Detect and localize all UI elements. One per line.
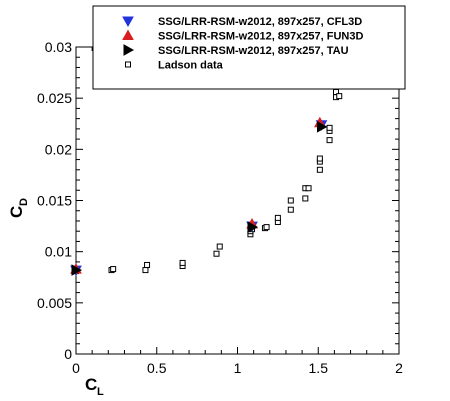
legend-label: SSG/LRR-RSM-w2012, 897x257, FUN3D	[158, 31, 363, 43]
points-layer	[70, 89, 343, 277]
y-tick-label: 0.01	[45, 244, 72, 260]
legend-marker	[125, 61, 131, 68]
data-point	[263, 224, 270, 231]
y-tick-label: 0	[64, 346, 72, 362]
data-point	[110, 266, 117, 273]
legend-label: SSG/LRR-RSM-w2012, 897x257, CFL3D	[158, 16, 362, 28]
data-point	[142, 267, 149, 274]
y-tick-label: 0.03	[45, 39, 72, 55]
legend-marker	[122, 16, 134, 28]
legend-label: Ladson data	[158, 60, 224, 72]
y-tick-label: 0.025	[37, 90, 72, 106]
x-tick-label: 1.5	[309, 360, 329, 376]
data-point	[333, 89, 340, 96]
data-point	[336, 93, 343, 100]
y-tick-label: 0.005	[37, 295, 72, 311]
y-axis-title-subscript: D	[18, 198, 30, 206]
legend-marker	[123, 44, 135, 56]
x-axis-title: C	[85, 375, 97, 394]
data-point	[71, 264, 83, 276]
data-point	[316, 120, 328, 133]
data-point	[302, 195, 309, 202]
x-axis-title-subscript: L	[97, 386, 104, 398]
y-axis-title-group: C D	[7, 198, 30, 218]
x-tick-label: 2	[395, 360, 403, 376]
legend-marker	[122, 29, 134, 40]
data-point	[316, 155, 323, 162]
data-point	[326, 137, 333, 144]
axes-layer: 0 0.5 1 1.5 2 0 0.005 0.01 0.015 0.02 0.025 0.03	[37, 39, 403, 376]
y-tick-label: 0.02	[45, 141, 72, 157]
x-tick-label: 0.5	[147, 360, 167, 376]
data-point	[216, 243, 223, 250]
data-point	[274, 214, 281, 221]
y-tick-label: 0.015	[37, 193, 72, 209]
x-tick-label: 0	[72, 360, 80, 376]
data-point	[213, 250, 220, 257]
plot-frame	[75, 46, 400, 355]
legend-label: SSG/LRR-RSM-w2012, 897x257, TAU	[158, 45, 349, 57]
data-point	[287, 197, 294, 204]
data-point	[316, 166, 323, 173]
legend-box	[92, 5, 406, 90]
data-point	[144, 261, 151, 268]
data-point	[326, 124, 333, 131]
axis-titles: C L C D	[7, 198, 104, 398]
x-tick-label: 1	[234, 360, 242, 376]
legend: SSG/LRR-RSM-w2012, 897x257, CFL3D SSG/LRR…	[92, 5, 406, 90]
data-point	[247, 221, 259, 233]
y-axis-title: C	[7, 206, 26, 218]
data-point	[305, 185, 312, 192]
data-point	[179, 259, 186, 266]
data-point	[287, 206, 294, 213]
